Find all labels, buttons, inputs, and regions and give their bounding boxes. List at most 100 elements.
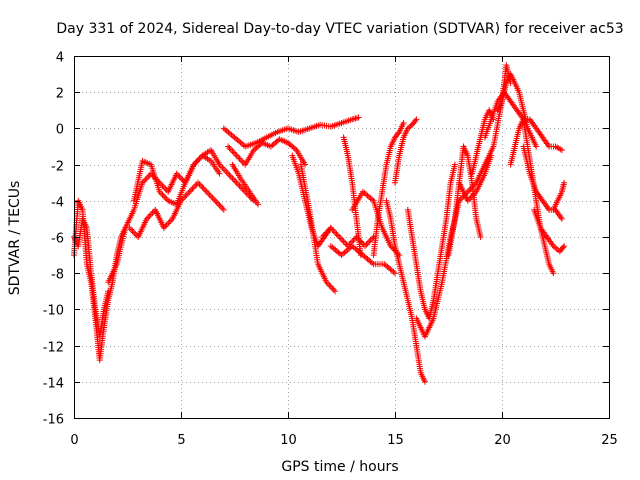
data-point [180, 194, 187, 201]
data-point [488, 152, 495, 159]
data-point [558, 215, 565, 222]
y-tick-label: -4 [51, 196, 64, 211]
series-track-d [126, 179, 227, 240]
series-track-m [319, 224, 377, 250]
data-point [477, 234, 484, 240]
x-tick-label: 25 [601, 433, 618, 448]
data-point [217, 203, 224, 210]
y-tick-label: 4 [56, 51, 64, 66]
data-point [336, 234, 343, 240]
data-point [237, 157, 244, 164]
data-point [210, 196, 217, 203]
series-track-o [370, 120, 407, 259]
data-point [395, 130, 402, 137]
y-tick-label: 2 [56, 87, 64, 102]
data-point [236, 155, 243, 162]
data-point [162, 194, 169, 201]
data-point [332, 229, 339, 236]
data-point [198, 182, 204, 189]
data-point [230, 149, 237, 156]
series-track-z [520, 143, 565, 222]
chart-title: Day 331 of 2024, Sidereal Day-to-day VTE… [56, 21, 623, 37]
data-point [142, 176, 149, 183]
data-point [193, 158, 200, 165]
data-point [209, 194, 216, 201]
data-point [364, 240, 371, 246]
data-points [71, 62, 568, 385]
data-point [326, 282, 333, 289]
series-track-q [392, 116, 420, 186]
data-point [216, 202, 223, 209]
x-tick-label: 5 [177, 433, 185, 448]
data-point [255, 201, 261, 208]
data-point [216, 170, 223, 177]
data-point [148, 211, 154, 218]
series-track-r [404, 161, 458, 322]
data-point [225, 170, 232, 177]
data-point [166, 218, 173, 225]
data-point [560, 244, 566, 251]
data-point [550, 270, 557, 277]
data-point [339, 237, 346, 243]
x-tick-label: 10 [280, 433, 297, 448]
data-point [355, 114, 362, 121]
series-track-aa [531, 206, 568, 255]
series-track-t [445, 143, 484, 259]
series-track-p [383, 197, 428, 385]
series-track-b [71, 215, 112, 340]
data-point [533, 143, 540, 150]
data-point [205, 190, 212, 197]
data-point [332, 288, 339, 295]
data-point [212, 197, 219, 204]
data-point [334, 232, 341, 239]
data-point [229, 148, 236, 154]
data-point [200, 185, 207, 192]
data-point [229, 175, 236, 182]
y-tick-label: -6 [51, 232, 64, 247]
data-point [227, 146, 234, 153]
data-point [349, 238, 356, 245]
data-point [206, 191, 213, 198]
data-point [219, 164, 226, 171]
data-point [230, 176, 237, 183]
data-point [189, 185, 196, 192]
series-track-ab [550, 179, 568, 213]
series-track-h [229, 161, 261, 208]
data-point [208, 193, 214, 200]
data-point [195, 157, 202, 164]
data-point [105, 288, 112, 295]
data-point [451, 161, 458, 168]
data-point [223, 169, 230, 176]
data-point [222, 167, 229, 174]
data-point [561, 179, 568, 186]
data-point [470, 191, 477, 198]
series-track-e [130, 152, 223, 208]
data-point [192, 182, 199, 189]
y-tick-label: -14 [43, 377, 64, 392]
data-point [392, 270, 398, 277]
y-tick-label: -12 [43, 341, 64, 356]
y-tick-label: -2 [51, 160, 64, 175]
data-point [160, 193, 167, 200]
series-track-k [340, 134, 364, 259]
data-point [330, 286, 337, 293]
y-tick-label: 0 [56, 123, 64, 138]
data-point [165, 220, 172, 227]
x-tick-label: 15 [387, 433, 404, 448]
data-point [215, 200, 222, 207]
data-point [195, 179, 202, 186]
data-point [176, 173, 183, 180]
series-track-l [327, 243, 398, 277]
y-tick-label: -16 [43, 413, 64, 428]
data-point [347, 240, 354, 246]
data-point [159, 191, 166, 198]
data-point [333, 231, 340, 237]
y-tick-label: -10 [43, 304, 64, 319]
data-point [413, 116, 420, 123]
data-point [400, 120, 407, 126]
data-point [225, 143, 232, 150]
data-point [220, 206, 227, 213]
data-point [327, 283, 334, 290]
x-axis-label: GPS time / hours [281, 459, 398, 475]
